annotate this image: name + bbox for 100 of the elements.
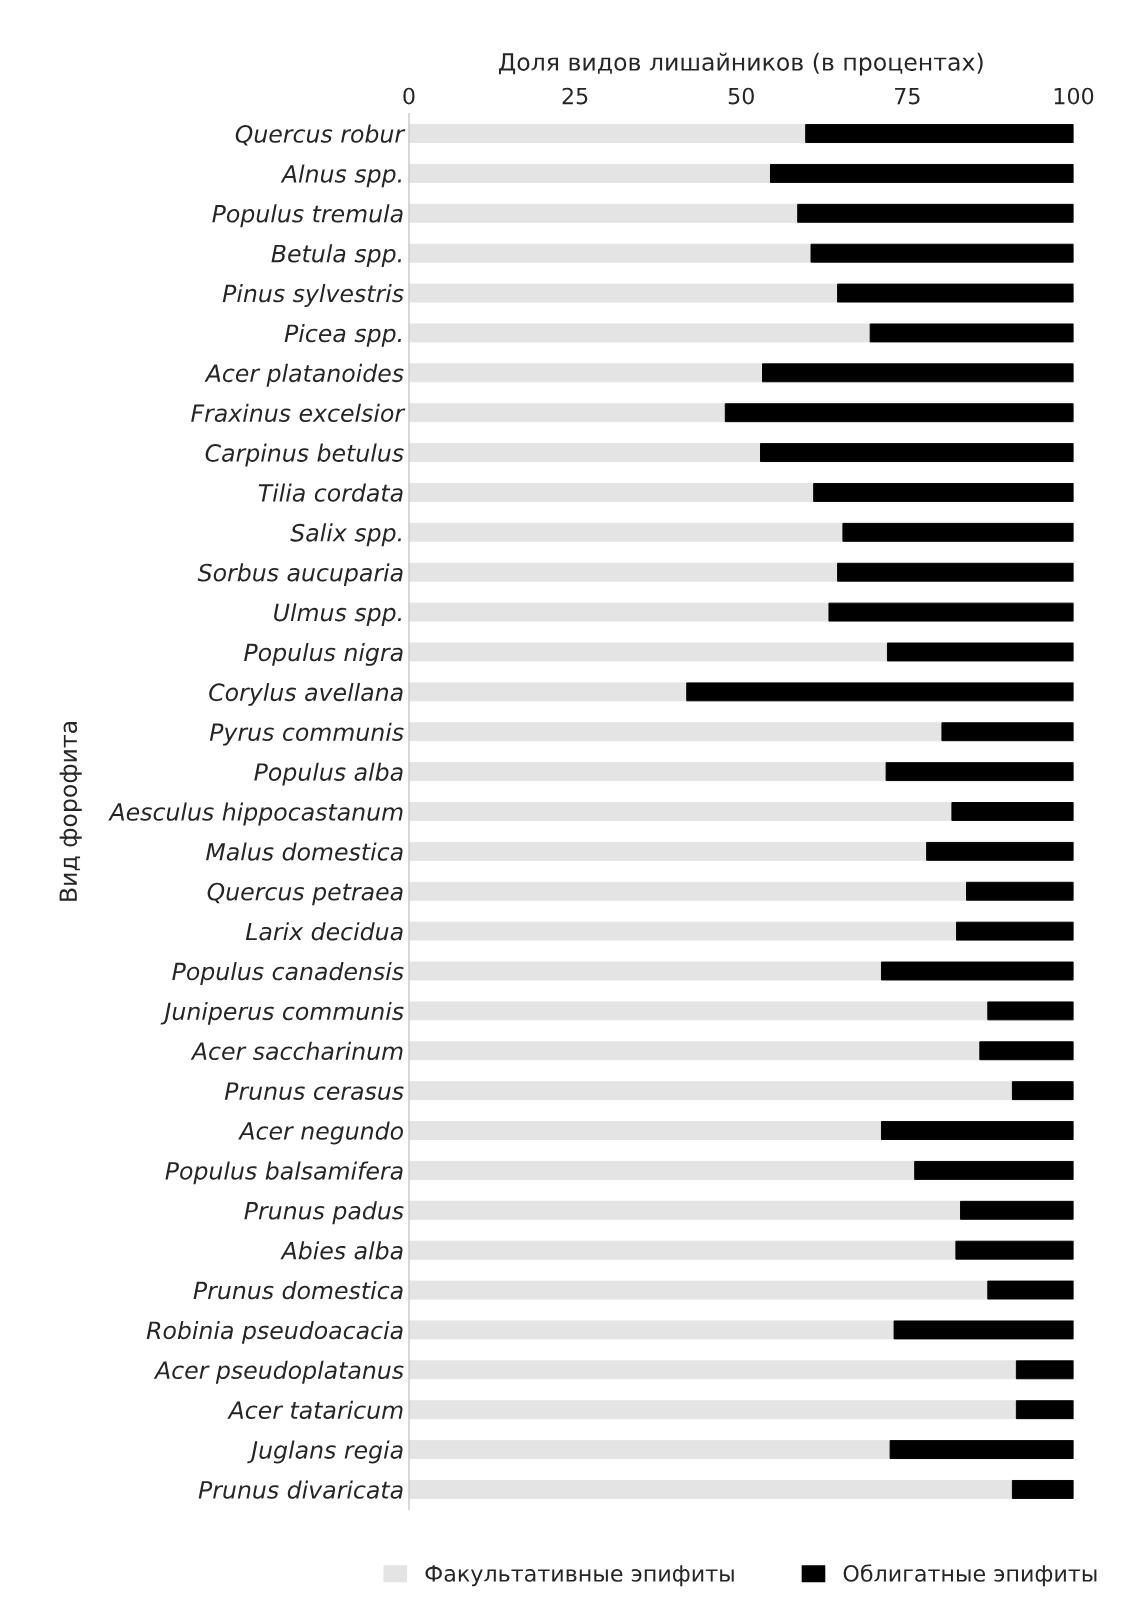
y-tick-label: Prunus divaricata	[198, 1480, 403, 1499]
y-tick-label: Picea spp.	[284, 323, 401, 347]
y-tick-label: Prunus padus	[244, 1201, 404, 1225]
legend-label: Факультативные эпифиты	[425, 1565, 734, 1587]
bar	[1011, 1479, 1074, 1499]
y-tick-label: Salix spp.	[290, 523, 401, 547]
y-tick-label: Sorbus aucuparia	[197, 563, 403, 587]
x-tick-label: 75	[895, 87, 920, 105]
bar	[408, 762, 887, 782]
bar	[762, 363, 1074, 383]
bar	[408, 522, 844, 542]
bar	[408, 1041, 981, 1061]
bar	[408, 1200, 962, 1220]
y-tick-label: Juniperus communis	[160, 1001, 404, 1025]
bar	[797, 203, 1074, 223]
bar	[1015, 1400, 1074, 1420]
bar	[408, 403, 726, 423]
y-tick-label: Acer tataricum	[227, 1400, 403, 1419]
y-tick-label: Juglans regia	[247, 1440, 403, 1464]
y-tick-label: Fraxinus excelsior	[191, 403, 406, 423]
bar	[408, 1001, 989, 1021]
bar	[914, 1160, 1074, 1180]
y-tick-label: Populus tremula	[212, 204, 403, 228]
y-axis-title: Вид форофита	[59, 722, 82, 901]
bar	[408, 642, 888, 662]
bar	[951, 802, 1074, 821]
y-tick-label: Acer pseudoplatanus	[153, 1360, 404, 1384]
bar	[408, 562, 839, 582]
bar	[408, 682, 688, 702]
bar	[813, 483, 1074, 502]
y-tick-label: Prunus cerasus	[224, 1082, 404, 1100]
bar	[889, 1440, 1074, 1460]
y-tick-label: Betula spp.	[271, 244, 401, 268]
bar	[408, 841, 928, 861]
y-tick-label: Populus alba	[254, 762, 403, 786]
bar	[869, 323, 1074, 343]
bar	[408, 802, 953, 821]
y-tick-label: Alnus spp.	[280, 164, 401, 188]
bar	[408, 722, 943, 742]
bar	[408, 363, 763, 383]
bar	[837, 283, 1074, 303]
y-tick-label: Quercus robur	[235, 124, 406, 146]
bar	[987, 1280, 1074, 1300]
x-tick-label: 0	[403, 87, 415, 105]
bar	[956, 921, 1074, 941]
bar	[408, 602, 830, 622]
bar	[408, 1081, 1013, 1101]
bar	[987, 1001, 1074, 1021]
y-tick-label: Populus balsamifera	[165, 1161, 403, 1185]
y-tick-label: Larix decidua	[245, 922, 403, 941]
bar	[810, 243, 1074, 263]
y-tick-label: Abies alba	[280, 1241, 403, 1260]
y-tick-label: Acer saccharinum	[190, 1041, 403, 1061]
bar	[408, 1121, 882, 1140]
bar	[408, 961, 882, 981]
bar	[960, 1200, 1074, 1220]
bar	[842, 522, 1074, 542]
y-tick-label: Carpinus betulus	[205, 443, 404, 467]
bar	[408, 163, 771, 183]
bar	[880, 1121, 1074, 1140]
bar	[408, 203, 799, 223]
bar	[966, 881, 1074, 901]
bar	[408, 243, 812, 263]
bar	[926, 841, 1074, 861]
bar	[408, 124, 807, 144]
bar	[979, 1041, 1074, 1061]
bar	[1011, 1081, 1074, 1101]
y-tick-label: Quercus petraea	[207, 882, 403, 906]
y-tick-label: Pinus sylvestris	[222, 284, 404, 307]
bar	[724, 403, 1074, 423]
bar	[880, 961, 1074, 981]
bar	[408, 1240, 957, 1260]
x-axis-title: Доля видов лишайников (в процентах)	[498, 52, 983, 76]
bar	[408, 1400, 1017, 1420]
y-tick-label: Pyrus communis	[209, 722, 404, 746]
x-tick-label: 50	[728, 87, 754, 105]
bar	[893, 1320, 1074, 1340]
bar	[760, 443, 1074, 463]
bar	[408, 1440, 891, 1460]
bar	[828, 602, 1074, 622]
bar	[1015, 1360, 1074, 1380]
bar	[408, 921, 958, 941]
bar	[408, 1320, 895, 1340]
bar	[408, 323, 871, 343]
x-tick-label: 25	[562, 87, 588, 105]
y-tick-label: Robinia pseudoacacia	[146, 1320, 403, 1344]
y-tick-label: Populus nigra	[244, 643, 403, 666]
y-tick-label: Ulmus spp.	[274, 603, 401, 626]
y-tick-label: Acer platanoides	[204, 363, 404, 387]
y-tick-label: Malus domestica	[206, 842, 403, 861]
bar	[886, 642, 1074, 662]
y-tick-label: Populus canadensis	[172, 962, 404, 985]
y-tick-label: Acer negundo	[238, 1121, 404, 1145]
bar	[686, 682, 1074, 702]
bar	[837, 562, 1074, 582]
bar	[769, 163, 1074, 183]
bar	[408, 1160, 916, 1180]
bar	[885, 762, 1074, 782]
bar	[408, 443, 761, 463]
bar	[408, 1360, 1017, 1380]
